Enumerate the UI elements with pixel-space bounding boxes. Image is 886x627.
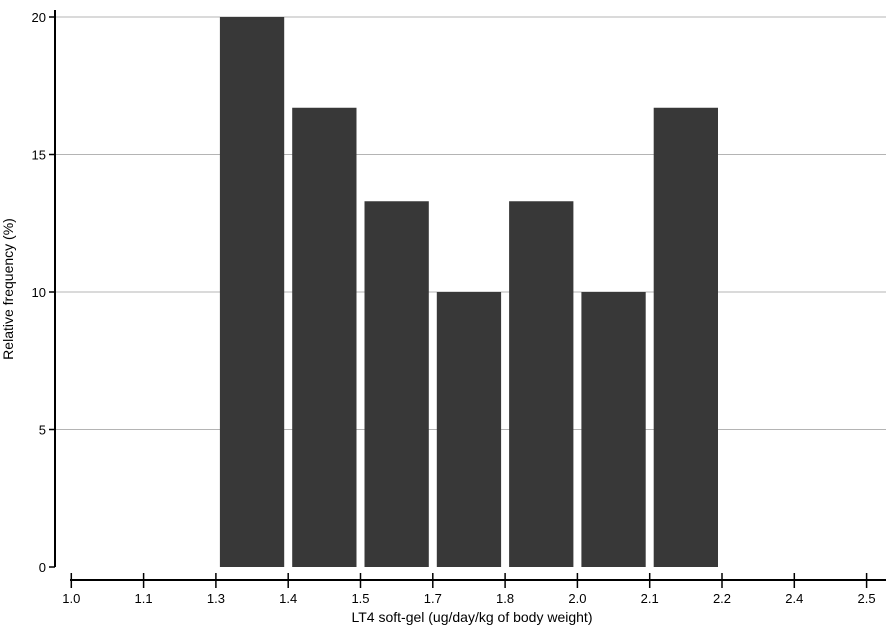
histogram-bar: [292, 107, 357, 567]
histogram-bar: [581, 292, 646, 567]
bars: [219, 17, 718, 567]
x-tick-label: 1.3: [207, 591, 225, 606]
histogram-bar: [219, 17, 285, 567]
axes: [54, 10, 886, 581]
y-tick-label: 5: [39, 423, 46, 438]
x-tick-label: 2.2: [713, 591, 731, 606]
x-tick-label: 2.0: [568, 591, 586, 606]
y-tick-label: 10: [32, 285, 46, 300]
y-ticks: 0 5 10 15 20: [32, 10, 55, 575]
histogram-bar: [653, 107, 718, 567]
x-axis-label: LT4 soft-gel (ug/day/kg of body weight): [352, 609, 593, 625]
histogram-bar: [509, 201, 574, 567]
histogram-bar: [436, 292, 502, 567]
x-tick-label: 1.7: [424, 591, 442, 606]
x-tick-label: 1.1: [135, 591, 153, 606]
y-tick-label: 20: [32, 10, 46, 25]
x-tick-label: 1.5: [351, 591, 369, 606]
x-tick-label: 2.1: [641, 591, 659, 606]
x-tick-label: 1.8: [496, 591, 514, 606]
x-tick-label: 1.0: [62, 591, 80, 606]
x-ticks: 1.0 1.1 1.3 1.4 1.5 1.7 1.8 2.0 2.1 2.2 2.4 2.5: [62, 573, 876, 606]
x-tick-label: 2.4: [785, 591, 803, 606]
x-tick-label: 2.5: [858, 591, 876, 606]
x-tick-label: 1.4: [279, 591, 297, 606]
y-tick-label: 15: [32, 148, 46, 163]
histogram-bar: [364, 201, 429, 567]
y-axis-label: Relative frequency (%): [0, 218, 16, 360]
y-tick-label: 0: [39, 560, 46, 575]
